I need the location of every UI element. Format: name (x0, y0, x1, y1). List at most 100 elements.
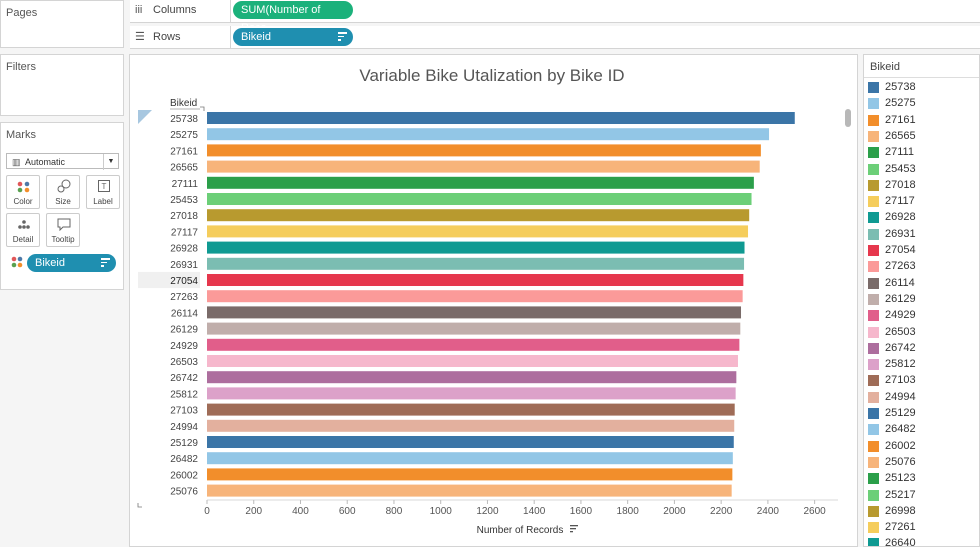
bar-chart-icon: ▥ (12, 157, 21, 167)
legend-swatch (868, 375, 879, 387)
row-label[interactable]: 24929 (170, 341, 198, 352)
row-label[interactable]: 26931 (170, 260, 198, 271)
bar[interactable] (207, 452, 733, 465)
row-label[interactable]: 27018 (170, 211, 198, 222)
row-label[interactable]: 26129 (170, 325, 198, 336)
bar[interactable] (207, 338, 740, 351)
detail-button[interactable]: Detail (6, 213, 40, 247)
label-label: Label (93, 197, 113, 206)
corner-bracket-top (200, 106, 205, 111)
legend-title-divider (864, 77, 979, 78)
bar[interactable] (207, 176, 754, 189)
row-label[interactable]: 27103 (170, 406, 198, 417)
bar[interactable] (207, 419, 735, 432)
color-encoding-icon (11, 256, 23, 268)
bar[interactable] (207, 112, 795, 124)
bar[interactable] (207, 209, 750, 222)
row-label[interactable]: 25738 (170, 114, 198, 125)
columns-pill[interactable]: SUM(Number of Reco.. (233, 1, 353, 34)
legend-label: 26998 (885, 504, 916, 517)
bar[interactable] (207, 290, 743, 303)
bar[interactable] (207, 225, 749, 238)
bar[interactable] (207, 403, 735, 416)
rows-label: ☰ Rows (135, 30, 181, 43)
bar[interactable] (207, 468, 733, 481)
x-tick-label: 1000 (430, 506, 453, 517)
columns-shelf[interactable]: iii Columns SUM(Number of Reco.. (130, 0, 980, 34)
legend-swatch (868, 261, 879, 273)
row-label[interactable]: 24994 (170, 422, 198, 433)
bar[interactable] (207, 484, 732, 497)
row-label[interactable]: 26482 (170, 454, 198, 465)
bikeid-color-pill[interactable]: Bikeid (27, 254, 116, 272)
x-tick-label: 0 (204, 506, 210, 517)
x-tick-label: 600 (339, 506, 356, 517)
rows-shelf[interactable]: ☰ Rows Bikeid (130, 26, 980, 49)
bar[interactable] (207, 257, 745, 270)
columns-icon: iii (135, 4, 143, 16)
bar[interactable] (207, 436, 734, 448)
filters-panel[interactable]: Filters (0, 54, 124, 116)
rows-icon: ☰ (135, 31, 145, 43)
row-label[interactable]: 27054 (170, 276, 198, 287)
legend-swatch (868, 473, 879, 485)
row-label[interactable]: 26114 (171, 308, 199, 319)
bar[interactable] (207, 128, 770, 141)
detail-label: Detail (12, 235, 34, 244)
x-tick-label: 2200 (710, 506, 733, 517)
row-label[interactable]: 25129 (170, 438, 198, 449)
legend-label: 24994 (885, 390, 916, 403)
row-label[interactable]: 25453 (170, 195, 198, 206)
legend-label: 27054 (885, 244, 916, 256)
row-label[interactable]: 25275 (170, 130, 198, 141)
size-button[interactable]: Size (46, 175, 80, 209)
row-label[interactable]: 26002 (170, 470, 198, 481)
legend-label: 26931 (885, 227, 916, 240)
label-button[interactable]: T Label (86, 175, 120, 209)
tooltip-button[interactable]: Tooltip (46, 213, 80, 247)
row-label[interactable]: 27111 (172, 179, 199, 190)
bar[interactable] (207, 274, 744, 286)
pages-panel[interactable]: Pages (0, 0, 124, 48)
sort-icon (101, 258, 110, 267)
row-label[interactable]: 26742 (170, 373, 198, 384)
pages-title: Pages (6, 7, 38, 19)
legend-swatch (868, 130, 879, 142)
legend-swatch (868, 408, 879, 419)
legend-label: 26482 (885, 423, 916, 436)
legend-swatch (868, 326, 879, 338)
size-label: Size (55, 197, 71, 206)
highlighted-row-band (138, 271, 200, 289)
row-label[interactable]: 27263 (170, 292, 198, 303)
bar[interactable] (207, 160, 760, 173)
row-label[interactable]: 25076 (170, 487, 198, 498)
bar[interactable] (207, 322, 741, 335)
bar[interactable] (207, 355, 738, 367)
legend-label: 25123 (885, 472, 916, 485)
legend-label: 25738 (885, 81, 916, 93)
bar[interactable] (207, 371, 737, 384)
bar[interactable] (207, 387, 736, 400)
row-label[interactable]: 27161 (170, 146, 198, 157)
scrollbar-thumb[interactable] (845, 109, 851, 127)
bar[interactable] (207, 193, 752, 205)
row-label[interactable]: 27117 (171, 227, 199, 238)
x-tick-label: 400 (292, 506, 309, 517)
legend-label: 26503 (885, 325, 916, 338)
legend-panel: Bikeid 25738 25275 27161 26565 27111 25453 270… (863, 54, 980, 547)
row-label[interactable]: 26503 (170, 357, 198, 368)
x-tick-label: 2000 (663, 506, 686, 517)
color-label: Color (13, 197, 33, 206)
legend-label: 26928 (885, 211, 916, 224)
bar[interactable] (207, 144, 761, 157)
bar[interactable] (207, 241, 745, 254)
vertical-scrollbar[interactable] (843, 107, 853, 497)
mark-type-dropdown[interactable]: ▥ Automatic ▼ (6, 153, 119, 170)
rows-pill[interactable]: Bikeid (233, 28, 353, 46)
bar[interactable] (207, 306, 742, 319)
row-label[interactable]: 26928 (170, 244, 198, 255)
marks-panel: Marks ▥ Automatic ▼ Color Size T Label D… (0, 122, 124, 290)
row-label[interactable]: 25812 (170, 389, 198, 400)
row-label[interactable]: 26565 (170, 163, 198, 174)
color-button[interactable]: Color (6, 175, 40, 209)
